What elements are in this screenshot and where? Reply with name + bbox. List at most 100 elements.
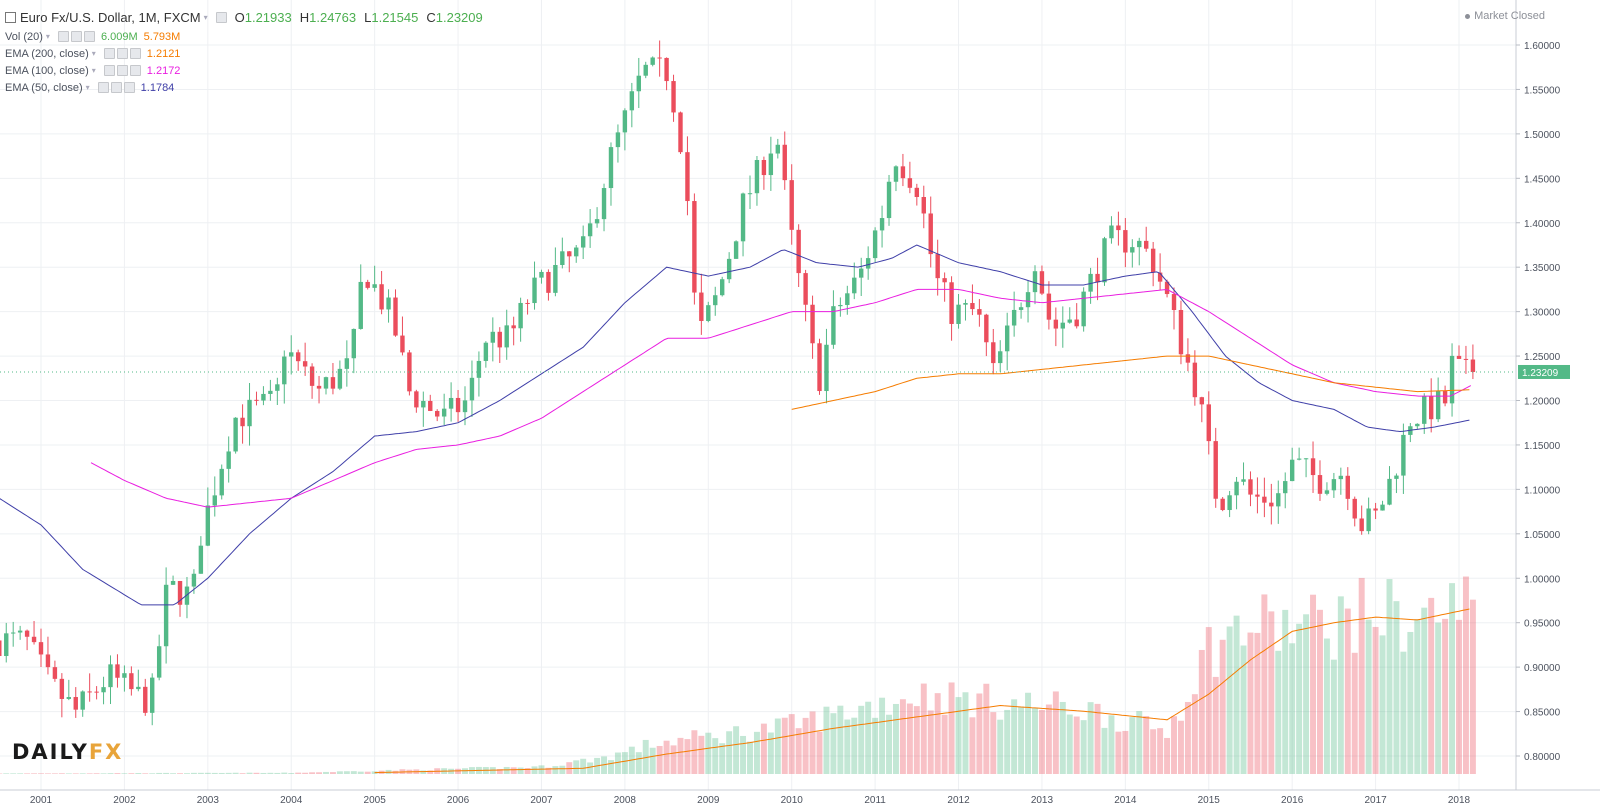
candle-body bbox=[650, 57, 655, 65]
volume-bar bbox=[1386, 579, 1393, 774]
candle-body bbox=[546, 271, 551, 293]
indicator-label: Vol (20) bbox=[5, 30, 43, 43]
volume-bar bbox=[1115, 731, 1122, 774]
candle-body bbox=[1130, 247, 1135, 253]
caret-down-icon[interactable]: ▾ bbox=[91, 49, 96, 58]
caret-down-icon[interactable]: ▾ bbox=[203, 12, 208, 22]
settings-icon[interactable] bbox=[103, 65, 115, 76]
indicator-label: EMA (100, close) bbox=[5, 64, 89, 77]
time-axis[interactable]: 2001 2002 2003 2004 2005 2006 2007 2008 2009 2010… bbox=[0, 789, 1600, 811]
volume-bar bbox=[747, 741, 753, 774]
indicator-ema-50[interactable]: EMA (50, close) ▾ 1.1784 bbox=[5, 79, 483, 96]
close-icon[interactable] bbox=[123, 82, 135, 93]
eye-icon[interactable] bbox=[110, 82, 122, 93]
price-axis-background bbox=[1516, 0, 1600, 811]
candle-body bbox=[594, 219, 600, 224]
candle-body bbox=[428, 400, 433, 411]
candle-body bbox=[1157, 272, 1163, 282]
candle-body bbox=[768, 153, 774, 176]
x-tick-label: 2015 bbox=[1198, 795, 1221, 806]
close-icon[interactable] bbox=[83, 31, 95, 42]
candle-body bbox=[1018, 307, 1024, 310]
eye-icon[interactable] bbox=[116, 48, 128, 59]
candle-body bbox=[198, 545, 204, 574]
candle-body bbox=[1185, 354, 1191, 363]
volume-bar bbox=[343, 771, 350, 774]
indicator-ema-100[interactable]: EMA (100, close) ▾ 1.2172 bbox=[5, 62, 483, 79]
candle-body bbox=[254, 399, 259, 401]
x-tick-label: 2005 bbox=[364, 795, 387, 806]
volume-bar bbox=[614, 752, 621, 774]
candle-body bbox=[455, 397, 461, 413]
volume-bar bbox=[559, 765, 566, 774]
candle-body bbox=[1241, 479, 1246, 482]
volume-bar bbox=[517, 767, 524, 774]
caret-down-icon[interactable]: ▾ bbox=[91, 66, 96, 75]
volume-bar bbox=[253, 772, 260, 774]
volume-bar bbox=[1393, 601, 1400, 774]
volume-bar bbox=[1157, 728, 1164, 774]
volume-bar bbox=[1212, 676, 1219, 774]
candle-body bbox=[747, 193, 753, 195]
volume-bar bbox=[858, 705, 865, 774]
candle-body bbox=[1289, 459, 1295, 482]
caret-down-icon[interactable]: ▾ bbox=[45, 32, 50, 41]
volume-bar bbox=[107, 773, 114, 774]
collapse-icon[interactable] bbox=[5, 11, 16, 23]
candle-body bbox=[337, 368, 343, 389]
close-icon[interactable] bbox=[129, 48, 141, 59]
eye-icon[interactable] bbox=[116, 65, 128, 76]
volume-bar bbox=[1080, 720, 1087, 774]
candle-body bbox=[928, 213, 933, 255]
volume-bar bbox=[760, 723, 767, 774]
x-tick-label: 2018 bbox=[1448, 795, 1471, 806]
caret-down-icon[interactable]: ▾ bbox=[85, 83, 90, 92]
volume-bar bbox=[1164, 737, 1171, 774]
symbol-row: Euro Fx/U.S. Dollar, 1M, FXCM ▾ O 1.21933… bbox=[5, 6, 483, 28]
settings-icon[interactable] bbox=[97, 82, 109, 93]
candle-body bbox=[1206, 404, 1211, 442]
market-status-text: Market Closed bbox=[1474, 10, 1545, 22]
candle-body bbox=[803, 273, 808, 305]
volume-bar bbox=[698, 735, 705, 774]
candle-body bbox=[1310, 458, 1316, 476]
close-value: 1.23209 bbox=[435, 9, 483, 25]
candle-body bbox=[872, 230, 878, 259]
volume-bar bbox=[587, 762, 594, 774]
candle-body bbox=[1046, 293, 1052, 320]
volume-bar bbox=[225, 772, 232, 774]
candle-body bbox=[1213, 441, 1218, 499]
volume-bar bbox=[496, 769, 503, 774]
volume-bar bbox=[830, 713, 837, 774]
volume-bar bbox=[1303, 614, 1310, 774]
candle-body bbox=[615, 132, 621, 148]
settings-icon[interactable] bbox=[57, 31, 69, 42]
settings-icon[interactable] bbox=[103, 48, 115, 59]
volume-bar bbox=[302, 772, 309, 774]
candle-body bbox=[73, 697, 78, 710]
volume-bar bbox=[1177, 720, 1184, 774]
candle-body bbox=[852, 277, 857, 294]
candle-body bbox=[407, 352, 412, 392]
volume-bar bbox=[1240, 645, 1247, 774]
candle-body bbox=[1178, 310, 1184, 355]
volume-bar bbox=[1094, 703, 1101, 774]
dailyfx-logo: DAILYFX bbox=[12, 740, 123, 764]
volume-bar bbox=[642, 739, 649, 774]
eye-icon[interactable] bbox=[70, 31, 82, 42]
indicator-ema-200[interactable]: EMA (200, close) ▾ 1.2121 bbox=[5, 45, 483, 62]
candle-body bbox=[233, 417, 238, 452]
y-tick-label: 1.55000 bbox=[1524, 85, 1561, 96]
candle-body bbox=[344, 358, 350, 369]
candle-body bbox=[490, 331, 496, 343]
volume-bar bbox=[274, 772, 281, 774]
close-icon[interactable] bbox=[129, 65, 141, 76]
indicator-vol[interactable]: Vol (20) ▾ 6.009M 5.793M bbox=[5, 28, 483, 45]
candle-body bbox=[476, 360, 482, 378]
y-tick-label: 0.95000 bbox=[1524, 619, 1561, 630]
candle-body bbox=[0, 640, 2, 657]
settings-icon[interactable] bbox=[215, 11, 227, 23]
volume-bar bbox=[427, 770, 434, 774]
